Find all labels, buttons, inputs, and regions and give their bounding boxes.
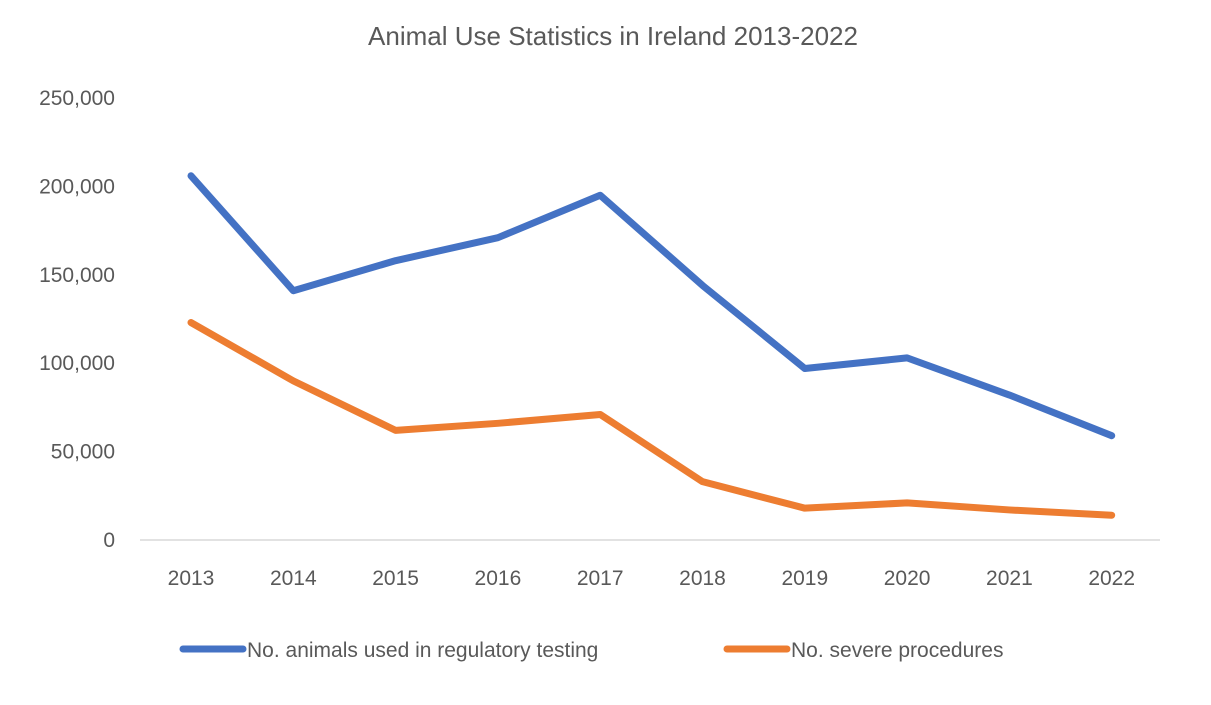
y-tick-label: 200,000 bbox=[39, 175, 115, 198]
y-tick-label: 50,000 bbox=[51, 441, 115, 464]
x-tick-label: 2018 bbox=[679, 567, 726, 590]
y-tick-label: 150,000 bbox=[39, 264, 115, 287]
x-tick-label: 2015 bbox=[372, 567, 419, 590]
x-tick-label: 2022 bbox=[1088, 567, 1135, 590]
x-tick-label: 2013 bbox=[168, 567, 215, 590]
x-tick-label: 2016 bbox=[475, 567, 522, 590]
x-tick-label: 2014 bbox=[270, 567, 317, 590]
y-tick-label: 0 bbox=[103, 529, 115, 552]
chart-title: Animal Use Statistics in Ireland 2013-20… bbox=[368, 21, 858, 51]
y-tick-label: 250,000 bbox=[39, 87, 115, 110]
series-line-1 bbox=[187, 319, 1116, 519]
x-tick-label: 2021 bbox=[986, 567, 1033, 590]
x-tick-label: 2017 bbox=[577, 567, 624, 590]
x-tick-label: 2019 bbox=[781, 567, 828, 590]
legend-label: No. severe procedures bbox=[791, 639, 1003, 662]
y-tick-label: 100,000 bbox=[39, 352, 115, 375]
series-line-0 bbox=[187, 172, 1116, 440]
legend-label: No. animals used in regulatory testing bbox=[247, 639, 598, 662]
x-tick-label: 2020 bbox=[884, 567, 931, 590]
